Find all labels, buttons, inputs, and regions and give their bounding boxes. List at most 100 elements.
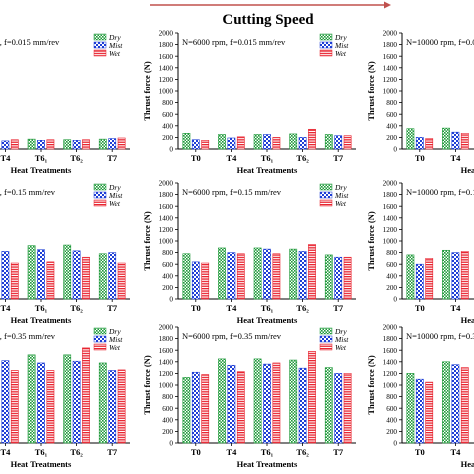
legend-swatch-wet bbox=[93, 343, 107, 351]
y-tick-label: 400 bbox=[386, 416, 397, 424]
x-tick-label: T6₂ bbox=[70, 447, 83, 457]
panel-title: N=10000 rpm, f=0.15 mm/rev bbox=[406, 187, 474, 197]
bar-mist bbox=[227, 252, 236, 300]
bar-wet bbox=[272, 362, 281, 444]
bar-wet bbox=[272, 253, 281, 300]
bar-wet bbox=[201, 374, 210, 444]
bar-mist bbox=[298, 137, 307, 150]
x-tick-label: T4 bbox=[450, 153, 461, 163]
chart-panel: 0200400600800100012001400160018002000Thr… bbox=[0, 33, 130, 175]
y-tick-label: 600 bbox=[162, 111, 173, 119]
x-tick-label: T7 bbox=[107, 153, 118, 163]
x-tick-label: T4 bbox=[226, 447, 237, 457]
y-tick-label: 0 bbox=[169, 296, 173, 304]
x-tick-label: T6₁ bbox=[261, 303, 274, 313]
bar-wet bbox=[46, 261, 55, 300]
bar-mist bbox=[1, 360, 10, 444]
y-tick-label: 0 bbox=[169, 146, 173, 154]
bar-dry bbox=[218, 247, 226, 300]
legend-label-wet: Wet bbox=[109, 49, 121, 58]
y-axis-title: Thrust force (N) bbox=[142, 61, 152, 120]
y-tick-label: 1800 bbox=[159, 41, 174, 49]
legend-swatch-dry bbox=[319, 327, 333, 335]
bar-wet bbox=[425, 381, 434, 444]
x-tick-label: T7 bbox=[107, 447, 118, 457]
legend-label-mist: Mist bbox=[334, 335, 349, 344]
bar-dry bbox=[98, 138, 107, 150]
y-tick-label: 1800 bbox=[159, 335, 174, 343]
bar-mist bbox=[415, 137, 424, 150]
bar-mist bbox=[191, 139, 200, 150]
bar-mist bbox=[451, 252, 460, 300]
bar-mist bbox=[415, 378, 424, 444]
bar-wet bbox=[343, 373, 352, 444]
legend-label-dry: Dry bbox=[108, 183, 121, 192]
bar-wet bbox=[308, 244, 316, 300]
y-axis-title: Thrust force (N) bbox=[366, 61, 376, 120]
y-tick-label: 200 bbox=[386, 134, 397, 142]
x-tick-label: T6₂ bbox=[70, 153, 83, 163]
y-tick-label: 200 bbox=[386, 428, 397, 436]
y-tick-label: 600 bbox=[162, 405, 173, 413]
legend-label-wet: Wet bbox=[109, 199, 121, 208]
bar-dry bbox=[63, 354, 72, 444]
bar-dry bbox=[98, 362, 107, 444]
bar-wet bbox=[82, 139, 90, 150]
header-arrow-head bbox=[384, 1, 391, 9]
y-tick-label: 2000 bbox=[383, 180, 398, 188]
bar-wet bbox=[460, 133, 469, 150]
x-tick-label: T7 bbox=[333, 303, 344, 313]
bar-wet bbox=[308, 128, 316, 150]
legend-swatch-wet bbox=[319, 343, 333, 351]
x-tick-label: T6₁ bbox=[261, 153, 274, 163]
bar-dry bbox=[218, 358, 226, 444]
x-axis-title: Heat Treatments bbox=[237, 165, 298, 175]
legend-swatch-wet bbox=[93, 199, 107, 207]
bar-dry bbox=[63, 244, 72, 300]
y-tick-label: 1600 bbox=[159, 53, 174, 61]
bar-wet bbox=[236, 136, 245, 150]
y-tick-label: 200 bbox=[162, 428, 173, 436]
bar-dry bbox=[27, 138, 36, 150]
x-tick-label: T7 bbox=[107, 303, 118, 313]
bar-mist bbox=[298, 251, 307, 300]
x-tick-label: T6₁ bbox=[35, 447, 48, 457]
legend-label-wet: Wet bbox=[335, 199, 347, 208]
bar-mist bbox=[108, 138, 117, 150]
y-tick-label: 1200 bbox=[383, 76, 398, 84]
y-tick-label: 400 bbox=[386, 272, 397, 280]
panel-title: N=2000 rpm, f=0.015 mm/rev bbox=[0, 37, 60, 47]
bar-dry bbox=[289, 248, 298, 300]
legend-swatch-mist bbox=[93, 191, 107, 199]
y-tick-label: 1000 bbox=[159, 238, 174, 246]
bar-dry bbox=[442, 249, 450, 300]
y-tick-label: 1200 bbox=[383, 370, 398, 378]
chart-panel: 0200400600800100012001400160018002000Thr… bbox=[366, 324, 474, 469]
y-tick-label: 0 bbox=[393, 146, 397, 154]
x-tick-label: T7 bbox=[333, 447, 344, 457]
legend-swatch-mist bbox=[93, 41, 107, 49]
y-tick-label: 2000 bbox=[159, 30, 174, 38]
bar-dry bbox=[289, 133, 298, 150]
bar-dry bbox=[289, 359, 298, 444]
y-axis-title: Thrust force (N) bbox=[142, 211, 152, 270]
bar-mist bbox=[334, 135, 343, 150]
bar-mist bbox=[227, 364, 236, 444]
bar-wet bbox=[46, 139, 55, 150]
x-tick-label: T6₂ bbox=[70, 303, 83, 313]
y-tick-label: 200 bbox=[162, 134, 173, 142]
y-tick-label: 400 bbox=[162, 416, 173, 424]
bar-wet bbox=[425, 138, 434, 150]
x-tick-label: T6₁ bbox=[35, 303, 48, 313]
y-tick-label: 800 bbox=[162, 99, 173, 107]
y-tick-label: 0 bbox=[393, 440, 397, 448]
bar-wet bbox=[201, 262, 210, 300]
y-tick-label: 200 bbox=[162, 284, 173, 292]
y-tick-label: 400 bbox=[386, 122, 397, 130]
y-tick-label: 1600 bbox=[159, 203, 174, 211]
y-tick-label: 1000 bbox=[383, 88, 398, 96]
y-tick-label: 1600 bbox=[383, 347, 398, 355]
x-tick-label: T4 bbox=[0, 303, 11, 313]
bar-wet bbox=[46, 370, 55, 444]
legend-swatch-mist bbox=[93, 335, 107, 343]
